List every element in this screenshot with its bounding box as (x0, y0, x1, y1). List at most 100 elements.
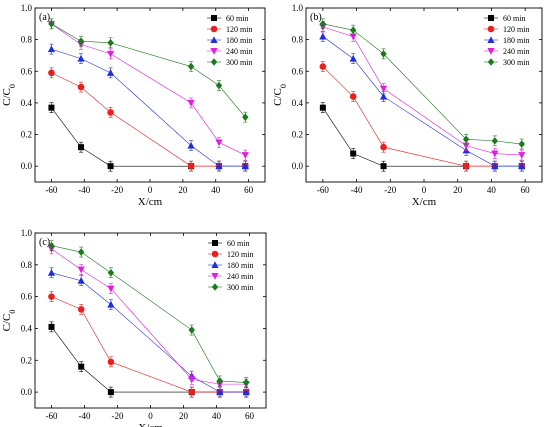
legend: 60 min 120 min 180 min 240 min 300 min (208, 239, 253, 292)
x-tick-label: -60 (317, 185, 329, 195)
data-point (48, 104, 55, 111)
data-point (107, 109, 114, 116)
legend-label: 300 min (226, 58, 252, 67)
panel-label: (b) (310, 12, 322, 23)
series-line (322, 107, 522, 167)
legend-label: 60 min (503, 14, 525, 23)
data-point (78, 363, 85, 370)
series-line (51, 272, 247, 393)
data-point (241, 152, 249, 159)
data-point (107, 389, 114, 396)
data-point (107, 39, 114, 47)
data-point (491, 150, 499, 158)
data-point (242, 388, 250, 396)
series-line (322, 23, 522, 145)
data-point (187, 162, 195, 170)
legend-label: 240 min (227, 272, 253, 281)
data-point (188, 388, 196, 396)
data-point (319, 63, 327, 70)
data-point (319, 20, 327, 28)
legend-marker (488, 15, 494, 21)
data-point (106, 69, 115, 76)
data-point (77, 306, 85, 313)
legend-label: 240 min (503, 47, 529, 56)
x-tick-label: -40 (79, 411, 91, 421)
y-axis-title: C/C0 (1, 84, 17, 106)
data-point (518, 162, 526, 170)
x-tick-label: -20 (111, 185, 123, 195)
x-axis-title: X/cm (138, 196, 163, 208)
series-line (51, 23, 246, 118)
legend-label: 180 min (503, 36, 529, 45)
data-point (107, 300, 115, 308)
legend-marker (487, 58, 495, 66)
legend: 60 min 120 min 180 min 240 min 300 min (207, 14, 252, 67)
data-point (380, 143, 387, 151)
data-point (107, 268, 115, 277)
x-tick-label: -60 (45, 185, 57, 195)
data-point (349, 93, 357, 100)
y-tick-label: 0.0 (292, 161, 304, 171)
x-tick-label: -40 (351, 185, 363, 195)
series-4 (47, 18, 249, 161)
x-tick-label: 40 (212, 411, 222, 421)
data-point (462, 162, 470, 170)
data-point (242, 113, 249, 121)
y-tick-label: 0.6 (21, 66, 33, 76)
data-point (380, 163, 387, 170)
data-point (48, 241, 55, 250)
legend-marker (487, 48, 495, 55)
y-tick-label: 0.4 (21, 323, 33, 333)
x-tick-label: -20 (112, 411, 124, 421)
y-tick-label: 1.0 (292, 3, 304, 13)
panel-label: (a) (39, 12, 50, 23)
chart-panel-3: -60 -40 -20 0 20 40 60 0.0 0.2 0.4 0.6 0.8 1.0 X/cm C/… (1, 228, 267, 427)
y-tick-label: 0.2 (21, 355, 32, 365)
series-line (322, 36, 522, 167)
x-tick-label: 20 (178, 185, 188, 195)
x-tick-label: 60 (244, 185, 254, 195)
legend-marker (210, 48, 218, 55)
x-tick-label: 40 (211, 185, 221, 195)
legend-marker (210, 25, 218, 33)
y-tick-label: 0.8 (21, 35, 33, 45)
x-tick-label: 60 (245, 411, 255, 421)
data-point (107, 285, 115, 293)
data-point (243, 378, 250, 387)
data-point (77, 276, 85, 284)
data-point (107, 358, 115, 366)
legend-label: 180 min (226, 36, 252, 45)
legend-label: 120 min (227, 250, 253, 259)
series-line (51, 245, 247, 383)
data-point (215, 139, 223, 147)
data-point (319, 32, 327, 40)
y-axis-title: C/C0 (1, 310, 17, 332)
data-point (48, 323, 55, 330)
data-point (47, 268, 56, 276)
y-tick-label: 0.2 (21, 130, 32, 140)
x-tick-label: 40 (487, 185, 497, 195)
data-point (48, 293, 55, 300)
data-point (319, 104, 326, 111)
data-point (216, 388, 224, 396)
legend-marker (212, 240, 218, 246)
data-point (241, 162, 249, 170)
legend-marker (210, 58, 218, 66)
data-point (77, 54, 85, 62)
x-tick-label: -20 (384, 185, 396, 195)
x-axis-title: X/cm (138, 422, 163, 427)
data-point (380, 50, 387, 58)
series-line (51, 248, 247, 385)
y-tick-label: 0.0 (21, 161, 33, 171)
x-tick-label: 0 (148, 185, 153, 195)
data-point (77, 37, 85, 46)
series-3 (319, 31, 526, 172)
data-point (78, 144, 84, 151)
series-4 (47, 243, 250, 390)
legend-label: 60 min (227, 239, 249, 248)
y-tick-label: 0.6 (292, 66, 304, 76)
data-point (77, 83, 85, 91)
legend-marker (211, 273, 219, 280)
data-point (350, 150, 357, 157)
data-point (491, 137, 498, 145)
